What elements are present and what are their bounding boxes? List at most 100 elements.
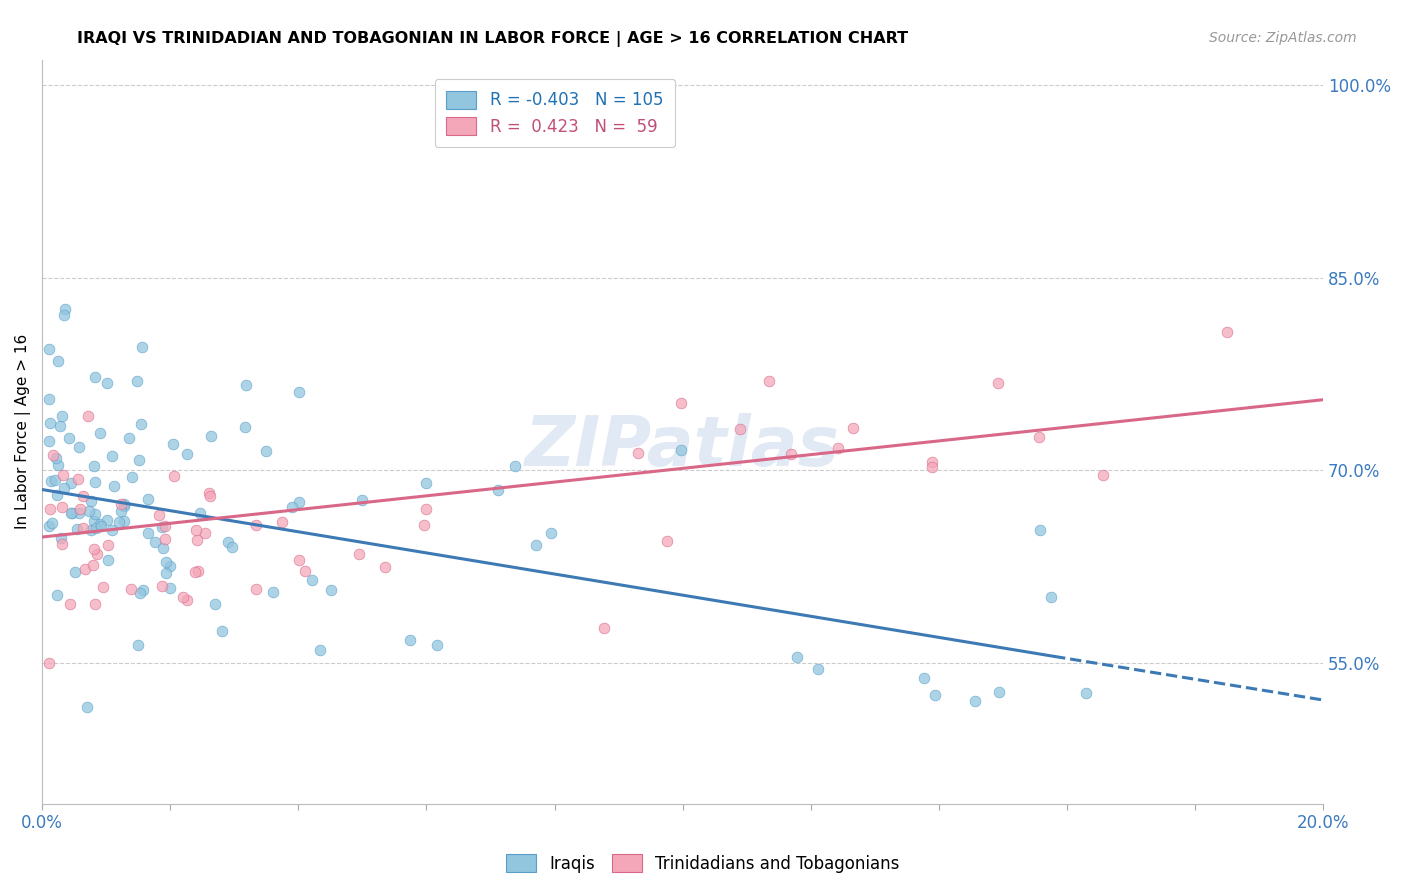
- Point: [235, 377, 257, 392]
- Point: [842, 421, 865, 435]
- Point: [412, 517, 434, 532]
- Point: [233, 419, 256, 434]
- Point: [153, 518, 176, 533]
- Point: [52, 467, 75, 482]
- Point: [200, 489, 222, 503]
- Point: [426, 639, 449, 653]
- Point: [53, 308, 76, 322]
- Point: [120, 582, 142, 597]
- Point: [89, 426, 111, 441]
- Point: [965, 694, 987, 708]
- Point: [60, 506, 83, 520]
- Y-axis label: In Labor Force | Age > 16: In Labor Force | Age > 16: [15, 334, 31, 530]
- Point: [90, 519, 112, 533]
- Point: [112, 499, 135, 513]
- Point: [38, 519, 60, 533]
- Point: [159, 581, 181, 595]
- Point: [415, 476, 437, 491]
- Point: [89, 516, 111, 531]
- Point: [83, 515, 105, 529]
- Point: [987, 376, 1010, 391]
- Text: IRAQI VS TRINIDADIAN AND TOBAGONIAN IN LABOR FORCE | AGE > 16 CORRELATION CHART: IRAQI VS TRINIDADIAN AND TOBAGONIAN IN L…: [77, 31, 908, 47]
- Text: Source: ZipAtlas.com: Source: ZipAtlas.com: [1209, 31, 1357, 45]
- Point: [83, 369, 105, 384]
- Point: [46, 354, 69, 368]
- Point: [46, 588, 69, 602]
- Point: [60, 475, 83, 490]
- Point: [131, 340, 153, 354]
- Point: [262, 584, 284, 599]
- Point: [807, 661, 830, 675]
- Point: [1215, 325, 1237, 339]
- Point: [148, 508, 170, 523]
- Point: [69, 501, 91, 516]
- Point: [45, 488, 67, 502]
- Point: [921, 459, 943, 474]
- Point: [77, 409, 100, 423]
- Point: [309, 643, 332, 657]
- Point: [921, 455, 943, 469]
- Point: [245, 517, 267, 532]
- Point: [294, 565, 316, 579]
- Point: [287, 495, 309, 509]
- Point: [128, 453, 150, 467]
- Point: [524, 538, 547, 552]
- Point: [83, 475, 105, 490]
- Point: [53, 301, 76, 316]
- Point: [93, 580, 115, 594]
- Point: [540, 525, 562, 540]
- Point: [486, 483, 509, 498]
- Point: [66, 472, 89, 486]
- Point: [779, 447, 801, 461]
- Point: [187, 564, 209, 578]
- Point: [270, 516, 292, 530]
- Point: [51, 500, 73, 514]
- Point: [728, 422, 751, 436]
- Point: [67, 506, 90, 520]
- Point: [188, 507, 211, 521]
- Point: [97, 538, 120, 552]
- Point: [121, 470, 143, 484]
- Point: [987, 684, 1010, 698]
- Legend: R = -0.403   N = 105, R =  0.423   N =  59: R = -0.403 N = 105, R = 0.423 N = 59: [434, 79, 675, 147]
- Point: [76, 700, 98, 714]
- Point: [129, 417, 152, 431]
- Point: [60, 506, 83, 520]
- Point: [155, 566, 177, 581]
- Point: [245, 582, 267, 597]
- Point: [211, 624, 233, 638]
- Point: [204, 597, 226, 611]
- Point: [83, 459, 105, 474]
- Point: [38, 392, 60, 406]
- Point: [200, 428, 222, 442]
- Point: [103, 479, 125, 493]
- Point: [374, 559, 396, 574]
- Point: [415, 502, 437, 516]
- Point: [75, 562, 97, 576]
- Point: [162, 436, 184, 450]
- Point: [108, 515, 131, 529]
- Point: [288, 552, 311, 566]
- Point: [38, 343, 60, 357]
- Point: [593, 621, 616, 635]
- Point: [758, 374, 780, 388]
- Point: [112, 497, 135, 511]
- Point: [301, 574, 323, 588]
- Point: [51, 536, 73, 550]
- Point: [48, 419, 70, 434]
- Point: [79, 523, 101, 537]
- Point: [38, 502, 60, 516]
- Point: [65, 566, 87, 580]
- Point: [58, 431, 80, 445]
- Point: [159, 559, 181, 574]
- Point: [79, 494, 101, 508]
- Point: [163, 469, 186, 483]
- Point: [82, 558, 104, 573]
- Point: [38, 434, 60, 448]
- Point: [44, 473, 66, 487]
- Point: [136, 491, 159, 506]
- Point: [118, 431, 141, 445]
- Point: [84, 521, 107, 535]
- Point: [110, 504, 132, 518]
- Point: [38, 416, 60, 430]
